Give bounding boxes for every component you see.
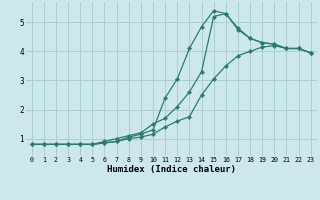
X-axis label: Humidex (Indice chaleur): Humidex (Indice chaleur)	[107, 165, 236, 174]
